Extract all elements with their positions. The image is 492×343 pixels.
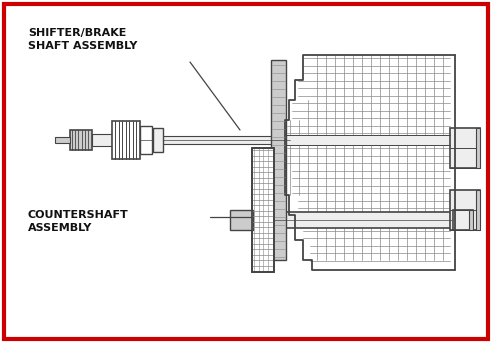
Bar (140, 126, 152, 154)
Bar (252, 148, 274, 272)
Bar (450, 190, 480, 230)
Bar (453, 210, 473, 230)
Bar (153, 128, 163, 152)
Bar (271, 60, 286, 260)
Text: SHIFTER/BRAKE
SHAFT ASSEMBLY: SHIFTER/BRAKE SHAFT ASSEMBLY (28, 28, 137, 51)
Bar (252, 148, 274, 272)
Bar (253, 212, 453, 228)
Bar (285, 135, 450, 145)
Bar (285, 55, 455, 260)
Bar (92, 134, 112, 146)
Bar (112, 121, 140, 159)
Bar (55, 137, 70, 143)
Text: COUNTERSHAFT
ASSEMBLY: COUNTERSHAFT ASSEMBLY (28, 210, 129, 233)
Bar (115, 136, 290, 144)
Bar (450, 128, 480, 168)
Bar (255, 45, 465, 280)
Bar (476, 190, 480, 230)
Bar (469, 210, 473, 230)
Bar (476, 128, 480, 168)
Bar (230, 210, 253, 230)
Bar (70, 130, 92, 150)
